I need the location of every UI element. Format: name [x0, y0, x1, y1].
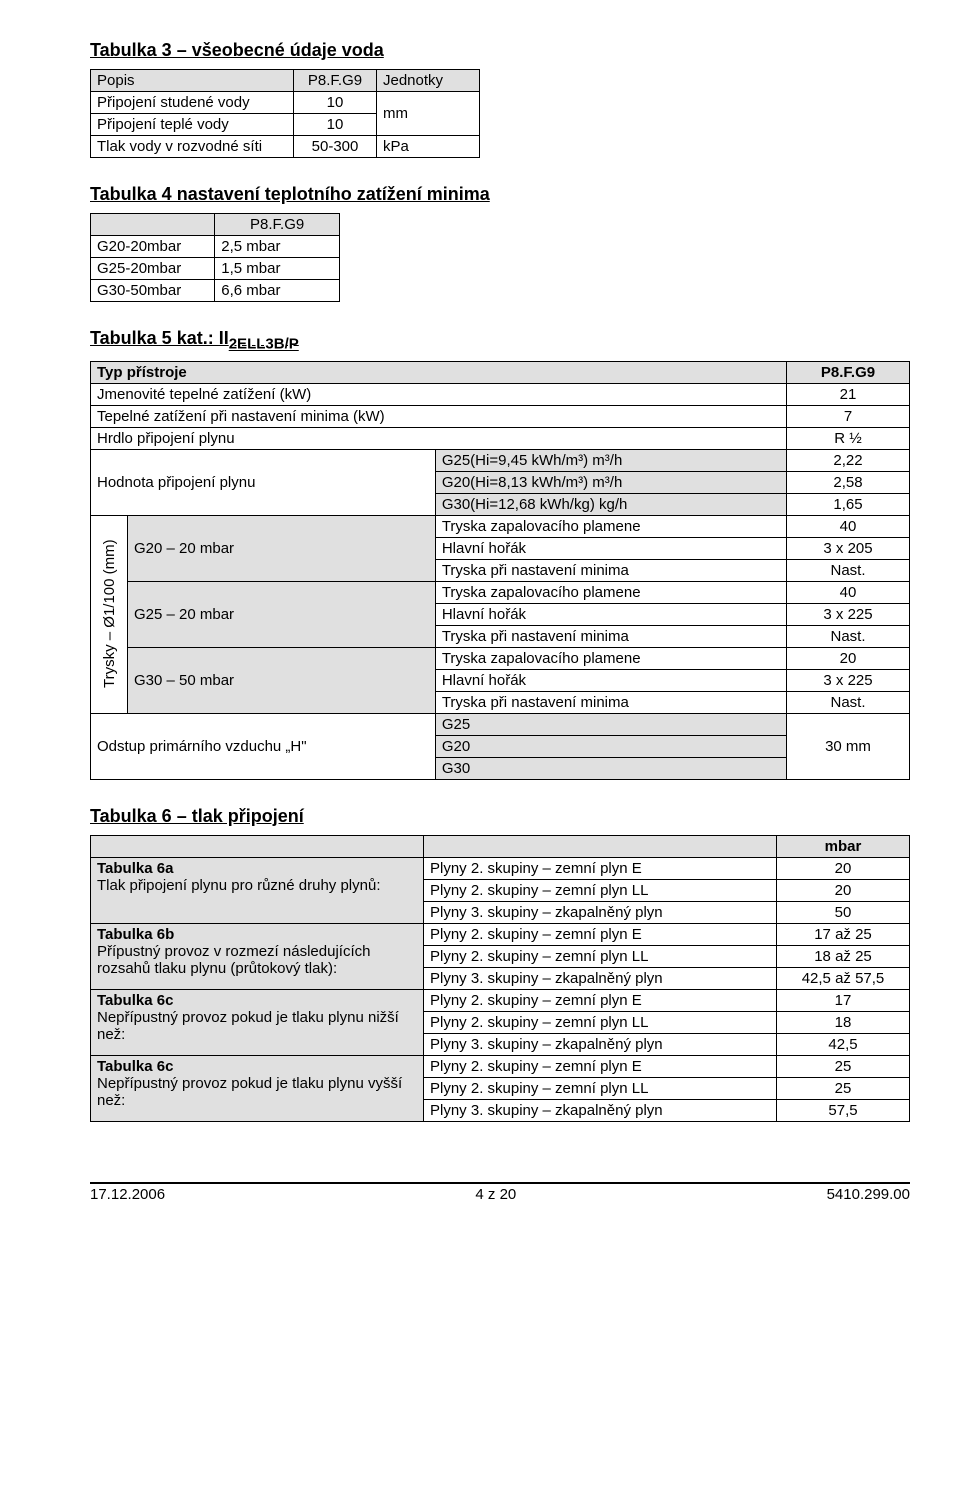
t3-head-unit: Jednotky [377, 70, 480, 92]
table-row: Jmenovité tepelné zatížení (kW) 21 [91, 383, 910, 405]
t6-unit: mbar [777, 835, 910, 857]
t4-head-model: P8.F.G9 [215, 214, 340, 236]
table-row: G20-20mbar 2,5 mbar [91, 236, 340, 258]
table-row: Hrdlo připojení plynu R ½ [91, 427, 910, 449]
table3: Popis P8.F.G9 Jednotky Připojení studené… [90, 69, 480, 158]
table5: Typ přístroje P8.F.G9 Jmenovité tepelné … [90, 361, 910, 780]
table4: P8.F.G9 G20-20mbar 2,5 mbar G25-20mbar 1… [90, 213, 340, 302]
page-footer: 17.12.2006 4 z 20 5410.299.00 [90, 1182, 910, 1203]
section-table6: Tabulka 6 – tlak připojení mbar Tabulka … [90, 806, 910, 1122]
table-row: Tabulka 6b Přípustný provoz v rozmezí ná… [91, 923, 910, 945]
table5-title: Tabulka 5 kat.: II2ELL3B/P [90, 328, 910, 353]
table-row: Tepelné zatížení při nastavení minima (k… [91, 405, 910, 427]
t5-head-typ: Typ přístroje [91, 361, 787, 383]
trysky-label: Trysky – Ø1/100 (mm) [91, 515, 128, 713]
section-table5: Tabulka 5 kat.: II2ELL3B/P Typ přístroje… [90, 328, 910, 780]
table4-title: Tabulka 4 nastavení teplotního zatížení … [90, 184, 910, 205]
section-table3: Tabulka 3 – všeobecné údaje voda Popis P… [90, 40, 910, 158]
section-table4: Tabulka 4 nastavení teplotního zatížení … [90, 184, 910, 302]
table3-title: Tabulka 3 – všeobecné údaje voda [90, 40, 910, 61]
table-row: G30-50mbar 6,6 mbar [91, 280, 340, 302]
table-row: G25-20mbar 1,5 mbar [91, 258, 340, 280]
table-row: Tabulka 6c Nepřípustný provoz pokud je t… [91, 1055, 910, 1077]
t5-head-model: P8.F.G9 [787, 361, 910, 383]
table-row: Odstup primárního vzduchu „H" G25 30 mm [91, 713, 910, 735]
table-row: Trysky – Ø1/100 (mm) G20 – 20 mbar Trysk… [91, 515, 910, 537]
footer-date: 17.12.2006 [90, 1186, 165, 1203]
table-row: G30 – 50 mbar Tryska zapalovacího plamen… [91, 647, 910, 669]
table-row: Připojení studené vody 10 mm [91, 92, 480, 114]
table-row: Tabulka 6c Nepřípustný provoz pokud je t… [91, 989, 910, 1011]
t3-head-model: P8.F.G9 [294, 70, 377, 92]
table-row: G25 – 20 mbar Tryska zapalovacího plamen… [91, 581, 910, 603]
footer-page: 4 z 20 [475, 1186, 516, 1203]
t3-head-popis: Popis [91, 70, 294, 92]
table-row: Tlak vody v rozvodné síti 50-300 kPa [91, 136, 480, 158]
table-row: Tabulka 6a Tlak připojení plynu pro různ… [91, 857, 910, 879]
table-row: Hodnota připojení plynu G25(Hi=9,45 kWh/… [91, 449, 910, 471]
footer-doc: 5410.299.00 [827, 1186, 910, 1203]
table6: mbar Tabulka 6a Tlak připojení plynu pro… [90, 835, 910, 1122]
table6-title: Tabulka 6 – tlak připojení [90, 806, 910, 827]
